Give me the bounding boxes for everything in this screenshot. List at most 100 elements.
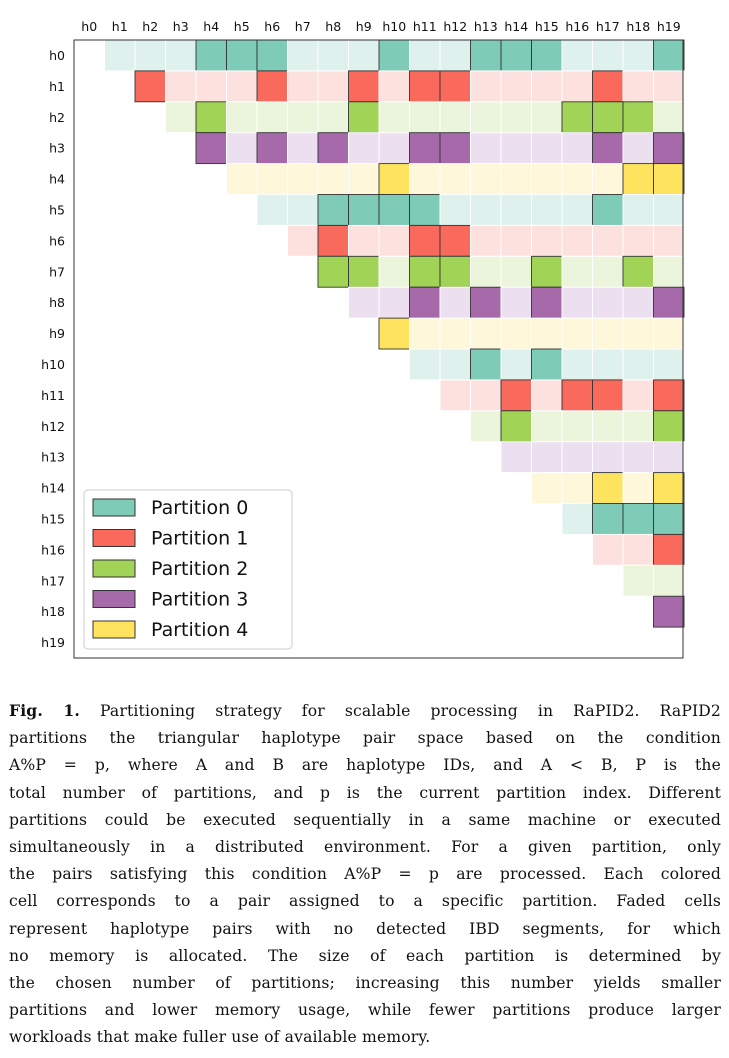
heatmap-cell-h8-h10 [378,286,410,319]
row-label-h14: h14 [41,481,65,496]
caption-line: the chosen number of partitions; increas… [9,970,721,997]
caption-line: partitions the triangular haplotype pair… [9,725,721,752]
heatmap-cell-h14-h16 [561,472,593,505]
row-label-h1: h1 [49,79,65,94]
heatmap-cell-h1-h18 [622,70,654,103]
heatmap-cell-h2-h7 [287,101,319,134]
heatmap-cell-h3-h8 [317,132,349,165]
heatmap-cell-h6-h13 [470,224,502,257]
row-label-h12: h12 [41,419,65,434]
heatmap-cell-h12-h17 [592,410,624,443]
caption-text: Partitioning strategy for scalable proce… [99,702,722,720]
heatmap-cell-h3-h7 [287,132,319,165]
row-label-h15: h15 [41,511,65,526]
column-label-h1: h1 [112,19,128,34]
row-label-h0: h0 [49,48,65,63]
row-label-h9: h9 [49,326,65,341]
column-label-h10: h10 [382,19,406,34]
heatmap-cell-h4-h16 [561,163,593,196]
heatmap-cell-h0-h3 [165,39,197,72]
heatmap-cell-h2-h3 [165,101,197,134]
column-label-h14: h14 [504,19,528,34]
heatmap-cell-h11-h14 [500,379,532,412]
row-label-h11: h11 [41,388,65,403]
heatmap-cell-h13-h14 [500,441,532,474]
heatmap-cell-h2-h13 [470,101,502,134]
heatmap-cell-h9-h14 [500,317,532,350]
heatmap-cell-h8-h11 [409,286,441,319]
row-label-h8: h8 [49,295,65,310]
heatmap-cell-h4-h17 [592,163,624,196]
heatmap-cell-h1-h17 [592,70,624,103]
heatmap-cell-h9-h12 [439,317,471,350]
heatmap-cell-h10-h11 [409,348,441,381]
heatmap-cell-h6-h8 [317,224,349,257]
heatmap-cell-h6-h7 [287,224,319,257]
heatmap-cell-h9-h18 [622,317,654,350]
heatmap-cell-h18-h19 [653,595,685,628]
heatmap-cell-h17-h19 [653,564,685,597]
heatmap-cell-h0-h4 [195,39,227,72]
caption-text: the pairs satisfying this condition A%P … [9,865,721,884]
heatmap-cell-h11-h18 [622,379,654,412]
heatmap-cell-h7-h11 [409,255,441,288]
heatmap-cell-h8-h18 [622,286,654,319]
heatmap-cell-h8-h14 [500,286,532,319]
heatmap-cell-h1-h11 [409,70,441,103]
heatmap-cell-h14-h17 [592,472,624,504]
legend-swatch-partition-1 [92,529,136,547]
heatmap-cell-h13-h18 [622,441,654,474]
heatmap-cell-h14-h19 [653,472,685,504]
row-label-h17: h17 [41,573,65,588]
heatmap-cell-h13-h17 [592,441,624,474]
heatmap-cell-h11-h13 [470,379,502,412]
heatmap-cell-h0-h18 [622,39,654,72]
heatmap-cell-h1-h2 [134,70,166,103]
legend-swatch-partition-2 [92,559,136,578]
row-label-h3: h3 [49,141,65,156]
heatmap-cell-h0-h6 [256,39,288,72]
heatmap-cell-h3-h5 [226,132,258,165]
column-label-h19: h19 [657,19,681,34]
heatmap-cell-h2-h9 [348,101,380,134]
column-label-h0: h0 [81,19,97,34]
heatmap-cell-h7-h19 [653,255,685,288]
heatmap-cell-h0-h5 [226,39,258,72]
heatmap-cell-h1-h14 [500,70,532,103]
heatmap-cell-h5-h17 [592,194,624,226]
heatmap-cell-h7-h18 [622,255,654,288]
caption-text: the chosen number of partitions; increas… [9,974,721,993]
heatmap-cell-h4-h5 [226,163,258,196]
heatmap-cell-h5-h16 [561,194,593,226]
heatmap-cell-h2-h17 [592,101,624,134]
heatmap-cell-h9-h16 [561,317,593,350]
legend-box [83,489,293,650]
heatmap-cell-h3-h19 [653,132,685,165]
heatmap-cell-h7-h16 [561,255,593,288]
heatmap-cell-h10-h18 [622,348,654,381]
row-label-h2: h2 [49,110,65,125]
heatmap-cell-h1-h19 [653,70,685,103]
heatmap-cell-h10-h16 [561,348,593,381]
heatmap-cell-h7-h9 [348,255,380,288]
caption-line: represent haplotype pairs with no detect… [9,916,721,943]
heatmap-cell-h7-h14 [500,255,532,288]
heatmap-cell-h5-h7 [287,194,319,226]
heatmap-cell-h9-h19 [653,317,685,350]
heatmap-cell-h11-h19 [653,379,685,412]
caption-text: represent haplotype pairs with no detect… [9,919,721,938]
heatmap-cell-h2-h14 [500,101,532,134]
heatmap-chart: h0 h1 h2 h3 h4 h5 h6 h7 h8 h9 h10 h11 h12 h13 h14 h15 h1… [41,19,685,659]
heatmap-cell-h13-h16 [561,441,593,474]
caption-line: cell corresponds to a pair assigned to a… [9,888,721,915]
heatmap-cell-h11-h12 [439,379,471,412]
heatmap-cell-h1-h10 [378,70,410,103]
heatmap-cell-h0-h17 [592,39,624,72]
heatmap-cell-h6-h12 [439,224,471,257]
heatmap-cell-h6-h19 [653,224,685,257]
heatmap-cell-h5-h18 [622,194,654,226]
heatmap-cell-h3-h6 [256,132,288,165]
heatmap-cell-h5-h15 [531,194,563,226]
heatmap-cell-h4-h11 [409,163,441,196]
legend-label-partition-0: Partition 0 [151,497,248,519]
